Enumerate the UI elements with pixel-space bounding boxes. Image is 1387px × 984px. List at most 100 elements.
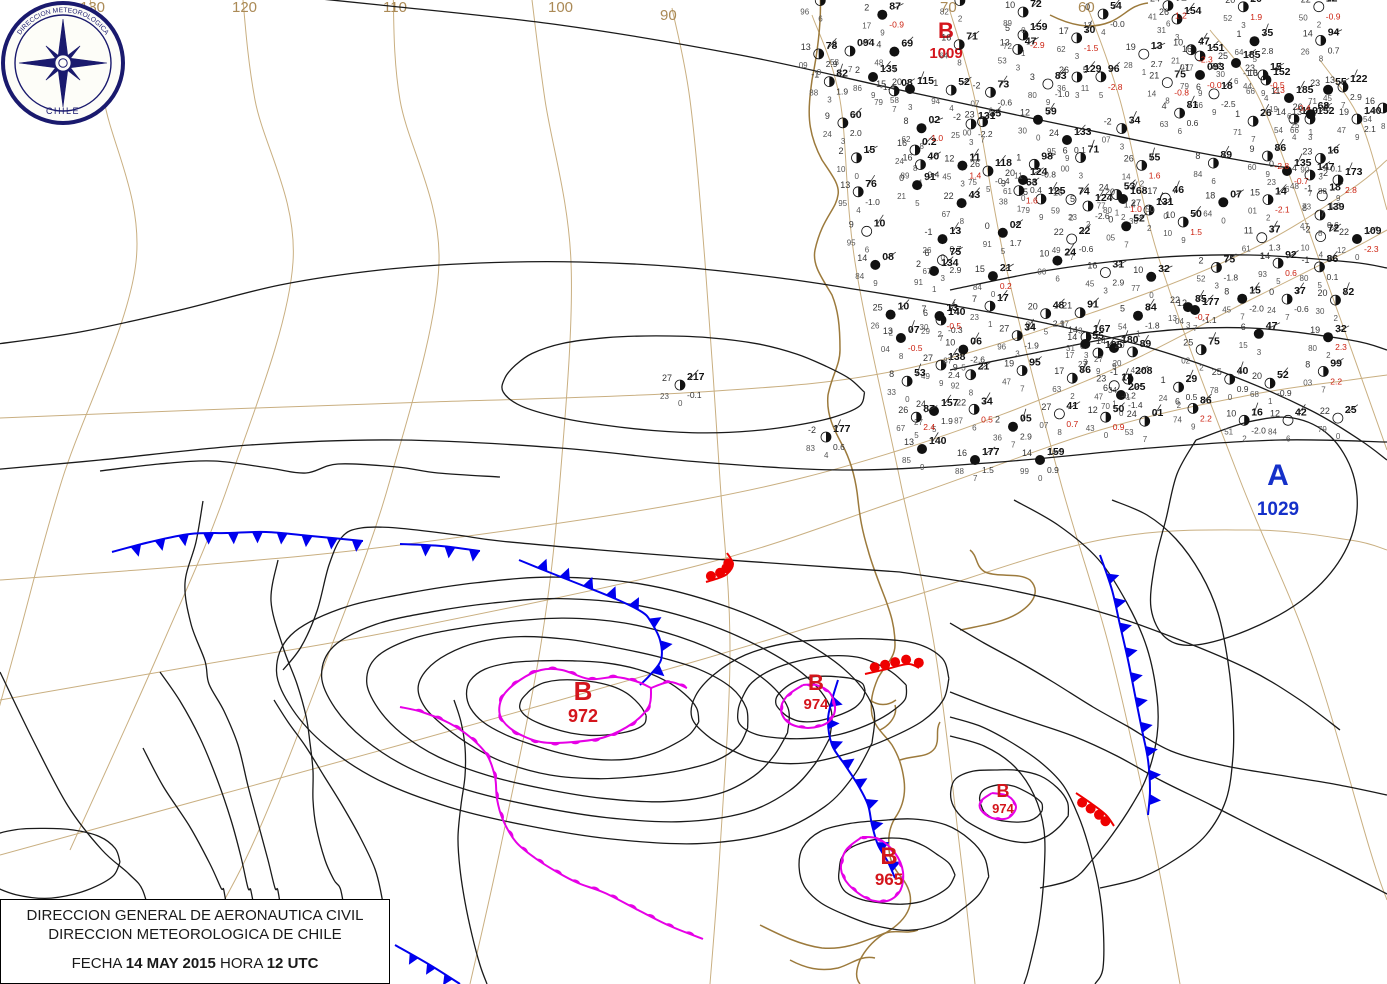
svg-text:41: 41 xyxy=(1148,13,1157,22)
svg-text:7: 7 xyxy=(973,474,978,483)
svg-text:34: 34 xyxy=(1024,322,1036,334)
svg-text:2.1: 2.1 xyxy=(1364,124,1376,134)
svg-text:6: 6 xyxy=(1055,275,1060,284)
svg-text:23: 23 xyxy=(1302,146,1312,156)
svg-text:1.9: 1.9 xyxy=(1250,12,1262,22)
svg-text:0: 0 xyxy=(1104,431,1109,440)
svg-text:115: 115 xyxy=(917,75,934,87)
svg-text:77: 77 xyxy=(1131,284,1140,293)
svg-text:0: 0 xyxy=(1108,214,1113,224)
svg-text:2: 2 xyxy=(995,415,1000,425)
svg-text:6: 6 xyxy=(1175,396,1180,406)
svg-text:8: 8 xyxy=(1305,359,1310,369)
svg-text:17: 17 xyxy=(862,22,871,31)
svg-text:14: 14 xyxy=(1067,332,1077,342)
svg-text:-2: -2 xyxy=(1104,117,1112,127)
svg-text:2: 2 xyxy=(1334,314,1339,323)
svg-text:88: 88 xyxy=(955,467,964,476)
svg-text:4: 4 xyxy=(876,40,881,50)
svg-text:12: 12 xyxy=(1088,405,1098,415)
svg-text:20: 20 xyxy=(1225,0,1235,5)
svg-text:0: 0 xyxy=(1355,253,1360,262)
svg-text:51: 51 xyxy=(1224,427,1233,436)
svg-text:1.6: 1.6 xyxy=(1026,196,1038,206)
svg-text:96: 96 xyxy=(997,343,1006,352)
svg-text:71: 71 xyxy=(1233,128,1242,137)
svg-text:75: 75 xyxy=(1174,69,1186,81)
svg-text:10: 10 xyxy=(1226,408,1236,418)
svg-text:-0.8: -0.8 xyxy=(1041,169,1056,179)
svg-text:54: 54 xyxy=(1363,115,1372,124)
svg-text:9: 9 xyxy=(1191,422,1196,431)
svg-text:17: 17 xyxy=(997,292,1009,304)
svg-text:1.7: 1.7 xyxy=(1010,238,1022,248)
svg-text:3: 3 xyxy=(908,103,913,112)
svg-text:42: 42 xyxy=(1295,406,1307,418)
svg-text:13: 13 xyxy=(801,42,811,52)
svg-text:2.7: 2.7 xyxy=(1151,59,1163,69)
svg-text:12: 12 xyxy=(1326,0,1338,5)
svg-text:094: 094 xyxy=(857,37,875,49)
svg-text:2: 2 xyxy=(1121,213,1126,222)
svg-text:3: 3 xyxy=(1075,91,1080,100)
svg-text:84: 84 xyxy=(1268,427,1277,436)
svg-text:75: 75 xyxy=(1208,336,1220,348)
svg-text:159: 159 xyxy=(1030,21,1048,33)
svg-text:-2.3: -2.3 xyxy=(1364,244,1379,254)
svg-text:-0.1: -0.1 xyxy=(687,390,702,400)
svg-text:25: 25 xyxy=(1212,367,1222,377)
svg-text:-1.0: -1.0 xyxy=(1055,89,1070,99)
svg-text:24: 24 xyxy=(1127,409,1137,419)
svg-text:-2: -2 xyxy=(973,80,981,90)
svg-text:0.9: 0.9 xyxy=(1047,465,1059,475)
svg-text:07: 07 xyxy=(971,99,980,108)
svg-text:15: 15 xyxy=(1270,61,1282,73)
svg-text:14: 14 xyxy=(857,253,867,263)
svg-text:30: 30 xyxy=(1018,127,1027,136)
svg-text:15: 15 xyxy=(864,144,876,156)
svg-text:-0.9: -0.9 xyxy=(1326,12,1341,22)
svg-text:5: 5 xyxy=(1120,304,1125,314)
svg-text:-2.0: -2.0 xyxy=(1251,425,1266,435)
svg-text:11: 11 xyxy=(1014,171,1023,180)
svg-text:45: 45 xyxy=(942,173,951,182)
svg-text:02: 02 xyxy=(1181,357,1190,366)
svg-text:15: 15 xyxy=(1053,188,1063,198)
svg-text:17: 17 xyxy=(1054,366,1064,376)
svg-text:0: 0 xyxy=(905,395,910,404)
svg-text:4: 4 xyxy=(1292,163,1297,173)
svg-text:91: 91 xyxy=(914,278,923,287)
svg-text:2.9: 2.9 xyxy=(1020,432,1032,442)
svg-text:-0.0: -0.0 xyxy=(1110,19,1125,29)
svg-text:2.2: 2.2 xyxy=(1330,376,1342,386)
svg-text:11: 11 xyxy=(969,152,980,164)
svg-text:4: 4 xyxy=(1319,251,1324,260)
svg-text:B: B xyxy=(808,670,824,695)
svg-text:12: 12 xyxy=(944,154,954,164)
svg-text:86: 86 xyxy=(853,84,862,93)
svg-text:13: 13 xyxy=(840,180,850,190)
svg-text:6: 6 xyxy=(925,248,930,258)
svg-text:2.3: 2.3 xyxy=(1335,342,1347,352)
svg-text:4: 4 xyxy=(856,206,861,215)
svg-text:13: 13 xyxy=(1000,37,1010,47)
svg-text:3: 3 xyxy=(1075,52,1080,61)
svg-text:9: 9 xyxy=(1039,213,1044,222)
svg-text:4: 4 xyxy=(949,104,954,113)
svg-text:1.6: 1.6 xyxy=(1149,170,1161,180)
svg-text:26: 26 xyxy=(1124,153,1134,163)
svg-text:0.6: 0.6 xyxy=(1285,268,1297,278)
svg-text:60: 60 xyxy=(850,109,862,121)
svg-text:1: 1 xyxy=(1235,109,1240,119)
svg-text:2: 2 xyxy=(864,3,869,13)
svg-text:-0.5: -0.5 xyxy=(908,343,923,353)
svg-text:3: 3 xyxy=(941,274,946,283)
svg-text:24: 24 xyxy=(1049,128,1059,138)
svg-text:90: 90 xyxy=(660,7,677,24)
svg-text:49: 49 xyxy=(1052,246,1061,255)
svg-text:-2.8: -2.8 xyxy=(1275,161,1290,171)
svg-text:3: 3 xyxy=(1079,172,1084,181)
svg-text:08: 08 xyxy=(901,77,913,89)
svg-text:45: 45 xyxy=(1085,280,1094,289)
svg-text:-0.6: -0.6 xyxy=(1079,244,1094,254)
